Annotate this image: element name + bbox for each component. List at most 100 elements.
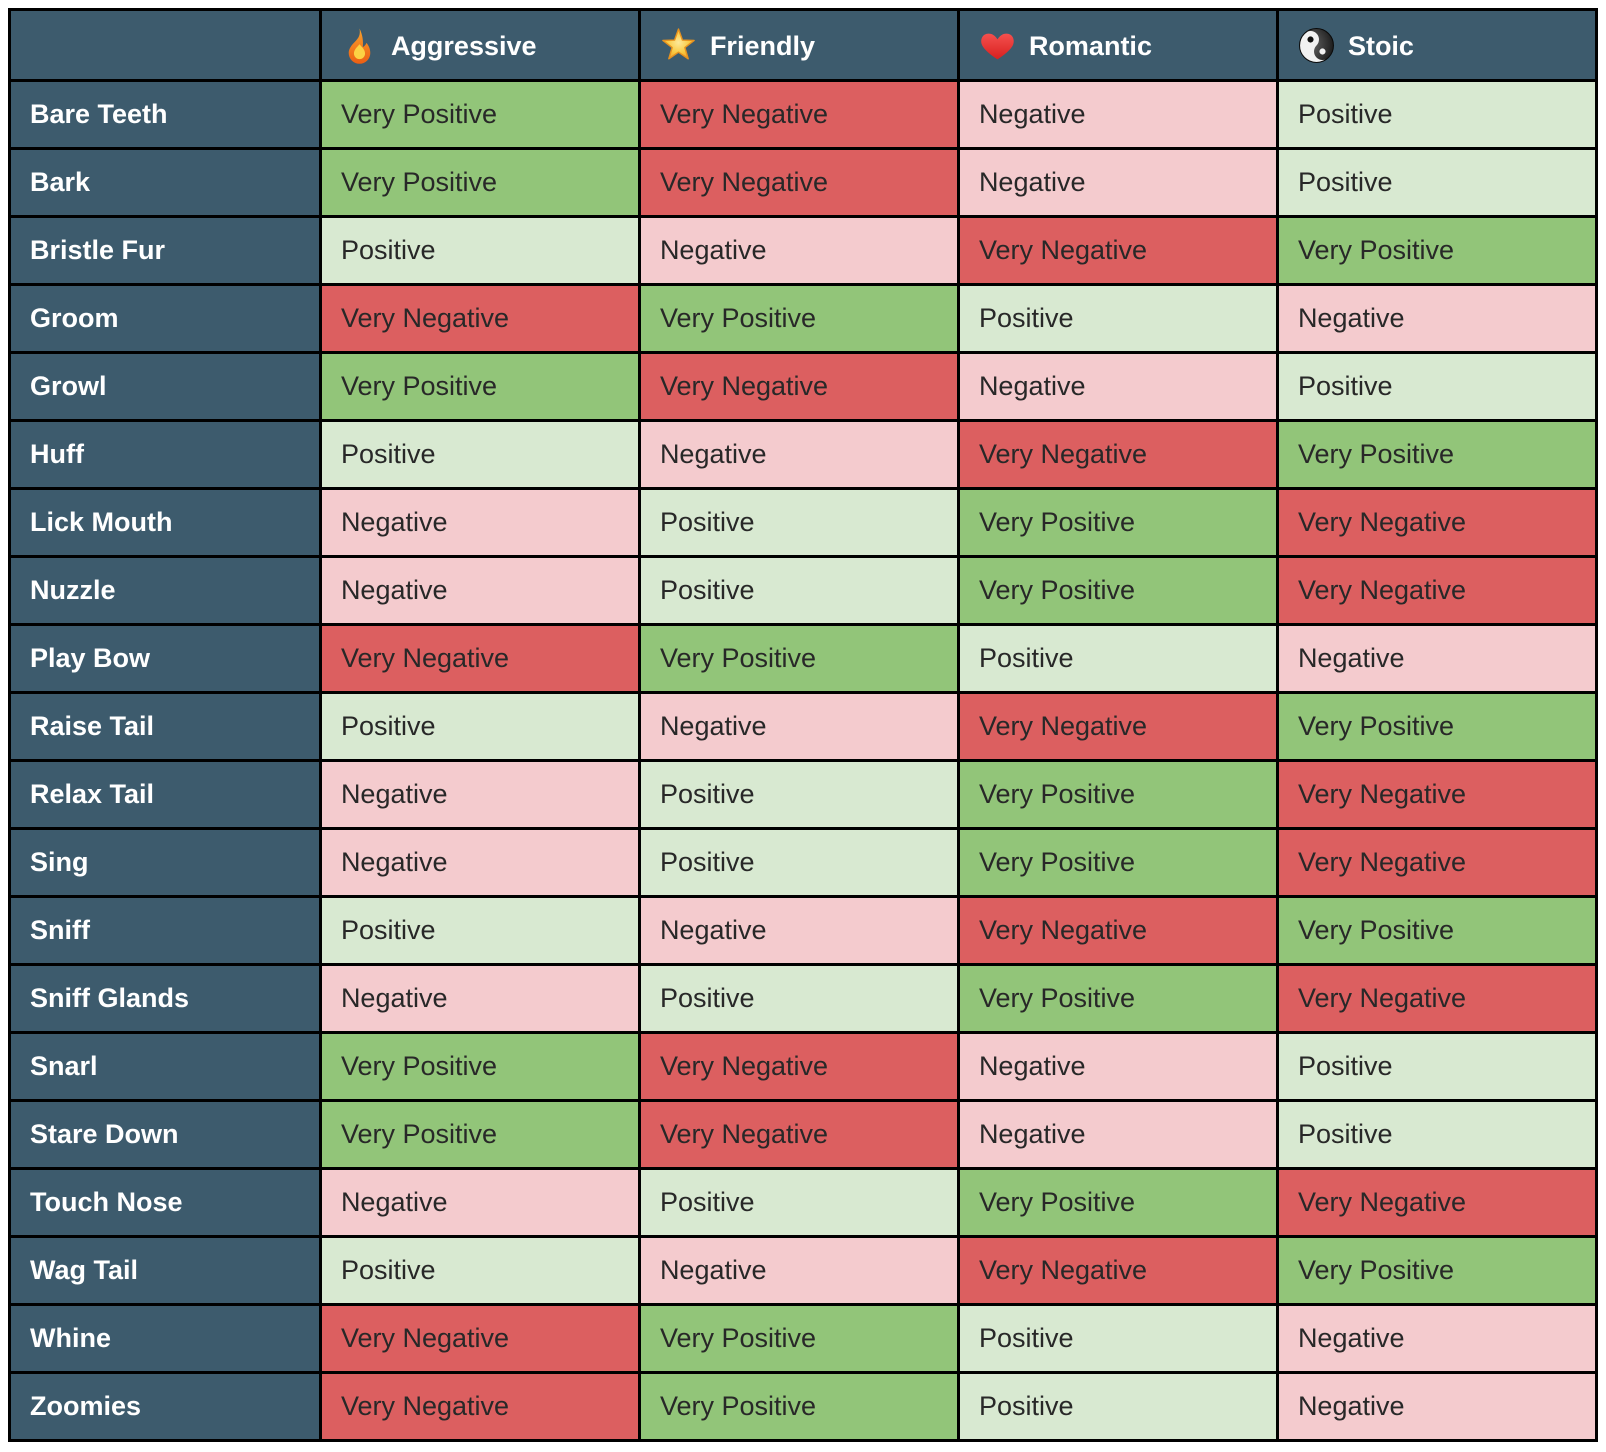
sentiment-cell: Positive: [318, 1235, 641, 1306]
corner-cell: [8, 8, 322, 82]
sentiment-cell: Positive: [1275, 79, 1599, 150]
sentiment-cell: Positive: [1275, 1031, 1599, 1102]
sentiment-cell: Very Positive: [1275, 691, 1599, 762]
sentiment-cell: Very Positive: [956, 555, 1279, 626]
sentiment-cell: Negative: [637, 1235, 960, 1306]
sentiment-cell: Negative: [956, 1099, 1279, 1170]
row-label: Sniff: [8, 895, 322, 966]
sentiment-cell: Very Positive: [318, 147, 641, 218]
sentiment-cell: Very Negative: [956, 419, 1279, 490]
sentiment-cell: Very Negative: [318, 623, 641, 694]
sentiment-cell: Very Negative: [1275, 1167, 1599, 1238]
sentiment-cell: Very Negative: [956, 895, 1279, 966]
table-row: Nuzzle Negative Positive Very Positive Very …: [8, 555, 1599, 626]
sentiment-cell: Positive: [318, 691, 641, 762]
sentiment-cell: Very Positive: [637, 283, 960, 354]
sentiment-cell: Positive: [956, 283, 1279, 354]
sentiment-cell: Negative: [318, 759, 641, 830]
table-row: Huff Positive Negative Very Negative Very Po…: [8, 419, 1599, 490]
table-row: Play Bow Very Negative Very Positive Positi…: [8, 623, 1599, 694]
sentiment-cell: Positive: [1275, 147, 1599, 218]
row-label: Lick Mouth: [8, 487, 322, 558]
table-row: Whine Very Negative Very Positive Positive N…: [8, 1303, 1599, 1374]
table-row: Bare Teeth Very Positive Very Negative Nega…: [8, 79, 1599, 150]
row-label: Zoomies: [8, 1371, 322, 1442]
sentiment-cell: Very Negative: [637, 79, 960, 150]
table-row: Zoomies Very Negative Very Positive Positiv…: [8, 1371, 1599, 1442]
sentiment-cell: Very Negative: [637, 147, 960, 218]
table-row: Sing Negative Positive Very Positive Very Ne…: [8, 827, 1599, 898]
sentiment-cell: Positive: [318, 215, 641, 286]
row-label: Bare Teeth: [8, 79, 322, 150]
row-label: Huff: [8, 419, 322, 490]
sentiment-cell: Very Positive: [318, 1099, 641, 1170]
row-label: Nuzzle: [8, 555, 322, 626]
table-row: Raise Tail Positive Negative Very Negative V…: [8, 691, 1599, 762]
table-body: Bare Teeth Very Positive Very Negative Nega…: [8, 79, 1599, 1442]
sentiment-cell: Positive: [637, 963, 960, 1034]
sentiment-cell: Negative: [637, 419, 960, 490]
row-label: Touch Nose: [8, 1167, 322, 1238]
sentiment-cell: Positive: [637, 827, 960, 898]
sentiment-cell: Negative: [637, 215, 960, 286]
heart-icon: [979, 27, 1016, 64]
row-label: Whine: [8, 1303, 322, 1374]
sentiment-cell: Very Positive: [637, 1371, 960, 1442]
row-label: Stare Down: [8, 1099, 322, 1170]
sentiment-cell: Positive: [318, 419, 641, 490]
sentiment-cell: Very Negative: [956, 1235, 1279, 1306]
table-row: Touch Nose Negative Positive Very Positive V…: [8, 1167, 1599, 1238]
column-header-friendly: Friendly: [637, 8, 960, 82]
sentiment-cell: Negative: [1275, 1303, 1599, 1374]
sentiment-cell: Negative: [1275, 1371, 1599, 1442]
sentiment-cell: Very Positive: [956, 487, 1279, 558]
sentiment-cell: Negative: [318, 1167, 641, 1238]
row-label: Relax Tail: [8, 759, 322, 830]
sentiment-cell: Positive: [1275, 1099, 1599, 1170]
sentiment-cell: Negative: [637, 895, 960, 966]
row-label: Raise Tail: [8, 691, 322, 762]
table-row: Bark Very Positive Very Negative Negative Po…: [8, 147, 1599, 218]
sentiment-cell: Negative: [1275, 623, 1599, 694]
table-row: Groom Very Negative Very Positive Positive N…: [8, 283, 1599, 354]
sentiment-cell: Positive: [956, 623, 1279, 694]
sentiment-cell: Positive: [637, 555, 960, 626]
table-row: Relax Tail Negative Positive Very Positive V…: [8, 759, 1599, 830]
sentiment-cell: Positive: [637, 759, 960, 830]
sentiment-cell: Very Positive: [318, 351, 641, 422]
row-label: Bark: [8, 147, 322, 218]
sentiment-cell: Very Positive: [956, 1167, 1279, 1238]
table-row: Wag Tail Positive Negative Very Negative Ver…: [8, 1235, 1599, 1306]
row-label: Play Bow: [8, 623, 322, 694]
row-label: Sniff Glands: [8, 963, 322, 1034]
sentiment-cell: Negative: [956, 147, 1279, 218]
sentiment-cell: Very Negative: [1275, 827, 1599, 898]
sentiment-cell: Very Negative: [1275, 963, 1599, 1034]
sentiment-cell: Very Positive: [318, 79, 641, 150]
sentiment-cell: Very Negative: [637, 1099, 960, 1170]
sentiment-cell: Very Positive: [956, 963, 1279, 1034]
sentiment-cell: Very Positive: [1275, 1235, 1599, 1306]
sentiment-cell: Positive: [637, 487, 960, 558]
sentiment-cell: Very Positive: [956, 759, 1279, 830]
column-header-romantic: Romantic: [956, 8, 1279, 82]
sentiment-cell: Negative: [956, 1031, 1279, 1102]
sentiment-cell: Very Negative: [1275, 759, 1599, 830]
table-row: Growl Very Positive Very Negative Negative P…: [8, 351, 1599, 422]
sentiment-cell: Positive: [956, 1303, 1279, 1374]
row-label: Growl: [8, 351, 322, 422]
yinyang-icon: [1298, 27, 1335, 64]
sentiment-cell: Negative: [318, 487, 641, 558]
sentiment-cell: Very Negative: [956, 215, 1279, 286]
table-row: Lick Mouth Negative Positive Very Positive V…: [8, 487, 1599, 558]
sentiment-cell: Positive: [318, 895, 641, 966]
star-icon: [660, 27, 697, 64]
sentiment-cell: Very Positive: [637, 623, 960, 694]
reaction-matrix-table: Aggressive Friendly: [8, 8, 1599, 1442]
table-row: Snarl Very Positive Very Negative Negative P…: [8, 1031, 1599, 1102]
sentiment-cell: Negative: [318, 555, 641, 626]
sentiment-cell: Very Positive: [637, 1303, 960, 1374]
sentiment-cell: Very Negative: [1275, 555, 1599, 626]
sentiment-cell: Negative: [637, 691, 960, 762]
